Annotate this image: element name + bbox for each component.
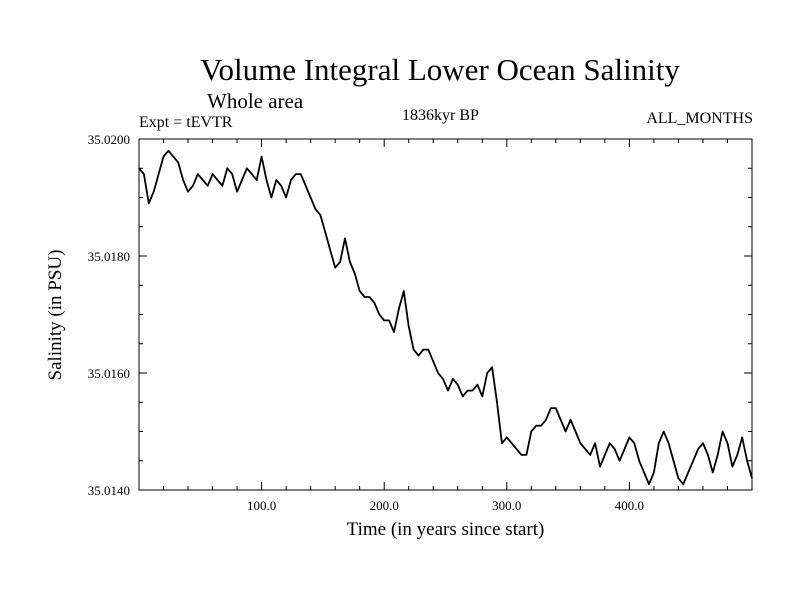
epoch-label: 1836kyr BP	[402, 107, 479, 124]
x-tick-label: 100.0	[247, 498, 276, 513]
salinity-series-line	[138, 149, 753, 486]
months-label: ALL_MONTHS	[646, 110, 753, 127]
axis-ticks	[139, 139, 752, 490]
plot-frame	[138, 138, 753, 491]
experiment-label: Expt = tEVTR	[139, 114, 233, 131]
y-tick-label: 35.0200	[88, 132, 130, 147]
x-tick-label: 300.0	[492, 498, 521, 513]
x-tick-label: 200.0	[370, 498, 399, 513]
x-axis-label: Time (in years since start)	[346, 519, 545, 540]
y-tick-label: 35.0160	[88, 366, 130, 381]
y-tick-label: 35.0180	[88, 249, 130, 264]
y-tick-label: 35.0140	[88, 483, 130, 498]
x-tick-label: 400.0	[615, 498, 644, 513]
axis-tick-labels: 100.0 200.0 300.0 400.0 35.0140 35.0160 35.018…	[88, 132, 644, 513]
chart-subtitle: Whole area	[207, 89, 304, 113]
chart-title: Volume Integral Lower Ocean Salinity	[200, 52, 680, 87]
